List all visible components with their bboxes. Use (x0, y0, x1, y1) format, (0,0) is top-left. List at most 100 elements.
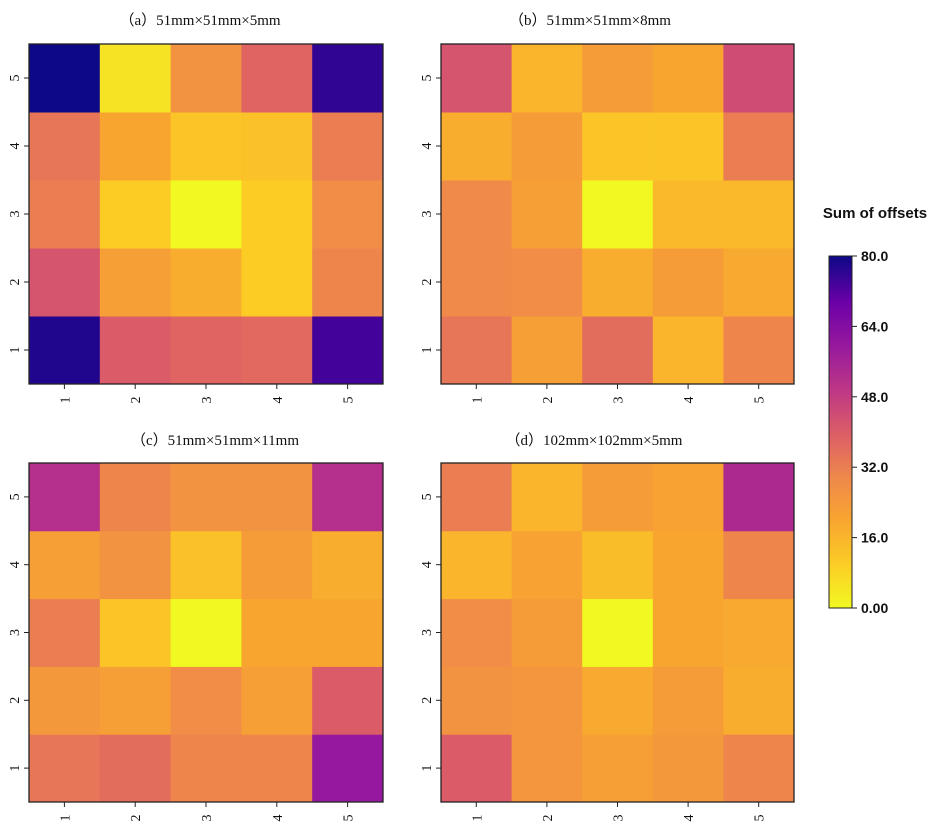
heatmap-c-cell-r5-c2 (99, 463, 172, 532)
heatmap-d-cell-r1-c2 (511, 734, 583, 803)
heatmap-a-xtick-label: 2 (129, 397, 144, 404)
heatmap-b-cell-r2-c5 (723, 248, 795, 317)
colorbar-tick-label: 32.0 (861, 459, 888, 475)
heatmap-a-cell-r5-c1 (29, 44, 101, 113)
heatmap-c-ytick-label: 3 (8, 629, 23, 636)
heatmap-c-cell-r5-c5 (312, 463, 384, 532)
heatmap-b-cell-r4-c3 (582, 112, 654, 181)
heatmap-c-cell-r2-c2 (99, 666, 172, 735)
heatmap-b-xtick-label: 5 (753, 397, 768, 404)
heatmap-b-cell-r5-c3 (582, 44, 654, 113)
heatmap-c-cell-r2-c1 (29, 666, 101, 735)
heatmap-a-cell-r2-c1 (29, 248, 101, 317)
heatmap-d-ytick-label: 1 (420, 765, 435, 772)
heatmap-d-cell-r5-c5 (723, 463, 795, 532)
heatmap-d-ytick-label: 2 (420, 697, 435, 704)
heatmap-a-cell-r5-c5 (312, 44, 384, 113)
heatmap-a-ytick-label: 1 (8, 347, 23, 354)
heatmap-c-xtick-label: 1 (58, 815, 73, 822)
heatmap-d-cell-r4-c4 (652, 530, 724, 600)
heatmap-c-cell-r3-c1 (29, 598, 101, 667)
heatmap-a-cell-r1-c1 (29, 316, 101, 385)
heatmap-d-cell-r1-c3 (582, 734, 654, 803)
heatmap-d-xtick-label: 3 (612, 815, 627, 822)
heatmap-c-cell-r4-c4 (241, 530, 313, 600)
heatmap-a-cell-r2-c2 (99, 248, 172, 317)
heatmap-b-cell-r1-c2 (511, 316, 583, 385)
heatmap-d-cell-r1-c5 (723, 734, 795, 803)
heatmap-d-cell-r3-c4 (652, 598, 724, 667)
heatmap-b-cell-r3-c3 (582, 180, 654, 249)
colorbar-tick-label: 80.0 (861, 248, 888, 264)
heatmap-c-cell-r5-c1 (29, 463, 101, 532)
heatmap-d-cell-r4-c5 (723, 530, 795, 600)
heatmap-b-cell-r5-c1 (441, 44, 513, 113)
heatmap-c-cell-r2-c4 (241, 666, 313, 735)
heatmap-c-cell-r2-c5 (312, 666, 384, 735)
heatmap-b-cell-r5-c4 (652, 44, 724, 113)
heatmap-b-cell-r4-c2 (511, 112, 583, 181)
heatmap-c-ytick-label: 4 (8, 561, 23, 568)
colorbar-tick-label: 0.00 (861, 600, 888, 616)
heatmap-b-cell-r2-c1 (441, 248, 513, 317)
heatmap-b-cell-r4-c4 (652, 112, 724, 181)
heatmap-b-xtick-label: 4 (682, 397, 697, 404)
heatmap-b-cell-r3-c5 (723, 180, 795, 249)
colorbar-tick-label: 64.0 (861, 318, 888, 334)
heatmap-a-cell-r4-c2 (99, 112, 172, 181)
heatmap-d-cell-r2-c4 (652, 666, 724, 735)
heatmap-c-ytick-label: 1 (8, 765, 23, 772)
heatmap-panel-a: 1 2 3 4 5 1 2 3 4 5 (8, 43, 384, 404)
heatmap-a-ytick-label: 3 (8, 211, 23, 218)
heatmap-b-cell-r1-c4 (652, 316, 724, 385)
heatmap-d-cell-r5-c3 (582, 463, 654, 532)
heatmap-b-cell-r2-c2 (511, 248, 583, 317)
heatmap-c-cell-r1-c4 (241, 734, 313, 803)
heatmap-b-cell-r1-c5 (723, 316, 795, 385)
heatmap-a-cell-r2-c5 (312, 248, 384, 317)
heatmap-a-cell-r4-c5 (312, 112, 384, 181)
heatmap-b-cell-r5-c5 (723, 44, 795, 113)
heatmap-d-cell-r3-c3 (582, 598, 654, 667)
panel-c-title: （c）51mm×51mm×11mm (131, 432, 299, 449)
heatmap-d-cell-r3-c2 (511, 598, 583, 667)
heatmap-b-cell-r2-c3 (582, 248, 654, 317)
heatmap-d-cell-r5-c2 (511, 463, 583, 532)
heatmap-a-cell-r5-c3 (170, 44, 242, 113)
heatmap-a-cell-r2-c4 (241, 248, 313, 317)
heatmap-a-cell-r1-c5 (312, 316, 384, 385)
heatmap-c-xtick-label: 2 (129, 815, 144, 822)
heatmap-a-cell-r1-c2 (99, 316, 172, 385)
heatmap-c-cell-r4-c1 (29, 530, 101, 600)
heatmap-d-cell-r5-c1 (441, 463, 513, 532)
heatmap-a-cell-r1-c3 (170, 316, 242, 385)
heatmap-a-cell-r3-c1 (29, 180, 101, 249)
heatmap-c-xtick-label: 3 (200, 815, 215, 822)
heatmap-a-cell-r3-c3 (170, 180, 242, 249)
panel-b-title: （b）51mm×51mm×8mm (509, 12, 671, 29)
heatmap-c-cell-r3-c5 (312, 598, 384, 667)
panel-a-title: （a）51mm×51mm×5mm (119, 12, 280, 29)
heatmap-a-cell-r3-c2 (99, 180, 172, 249)
heatmap-a-xtick-label: 1 (58, 397, 73, 404)
heatmap-a-cell-r5-c4 (241, 44, 313, 113)
heatmap-a-xtick-label: 3 (200, 397, 215, 404)
heatmap-a-ytick-label: 2 (8, 279, 23, 286)
heatmap-d-ytick-label: 4 (420, 561, 435, 568)
heatmap-a-cell-r5-c2 (99, 44, 172, 113)
heatmap-b-ytick-label: 2 (420, 279, 435, 286)
heatmap-a-cell-r4-c4 (241, 112, 313, 181)
heatmap-b-cell-r3-c4 (652, 180, 724, 249)
heatmap-b-ytick-label: 5 (420, 75, 435, 82)
heatmap-d-xtick-label: 2 (541, 815, 556, 822)
heatmap-b-cell-r1-c1 (441, 316, 513, 385)
colorbar-gradient (828, 255, 853, 609)
heatmap-d-cell-r1-c1 (441, 734, 513, 803)
colorbar-tick-label: 48.0 (861, 389, 888, 405)
heatmap-d-xtick-label: 1 (470, 815, 485, 822)
heatmap-d-cell-r3-c1 (441, 598, 513, 667)
heatmap-b-xtick-label: 3 (612, 397, 627, 404)
heatmap-b-cell-r5-c2 (511, 44, 583, 113)
heatmap-c-cell-r3-c4 (241, 598, 313, 667)
